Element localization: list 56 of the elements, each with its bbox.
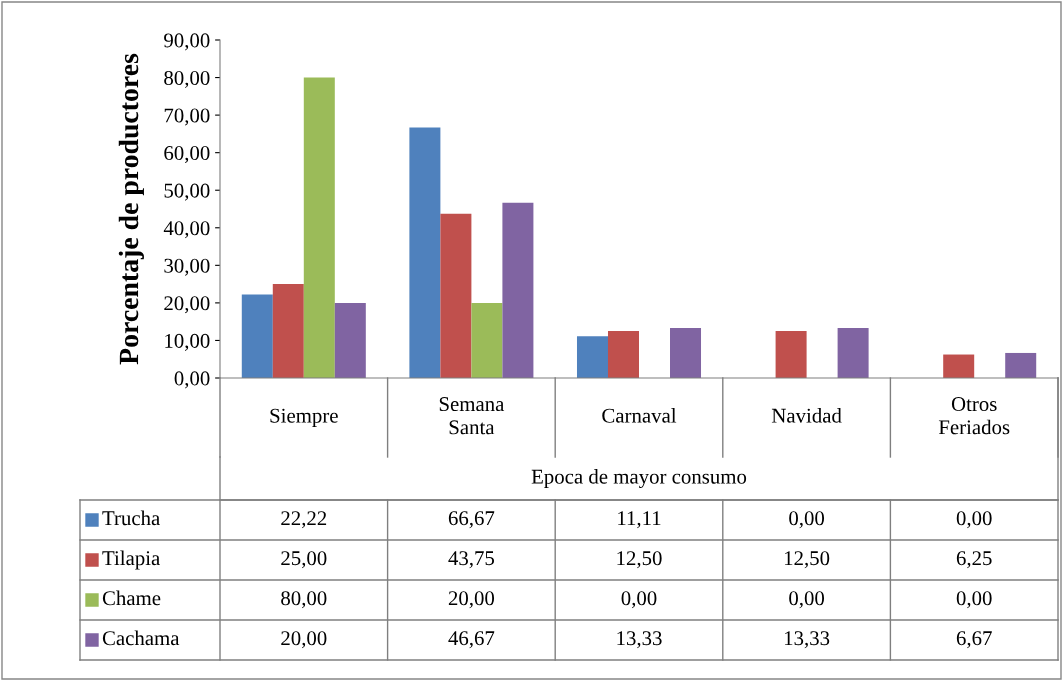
y-tick-label: 30,00 xyxy=(164,258,210,276)
data-label: 12,50 xyxy=(617,551,662,569)
data-label: 0,00 xyxy=(956,511,992,529)
data-label: 0,00 xyxy=(956,591,992,609)
x-tick-label: Carnaval xyxy=(602,408,677,423)
data-label: 6,25 xyxy=(956,551,992,569)
bar xyxy=(440,213,472,378)
data-label: 0,00 xyxy=(789,511,825,529)
legend-label: Chame xyxy=(102,590,161,606)
x-tick-label: Semana Santa xyxy=(439,397,505,435)
x-tick-label: Navidad xyxy=(771,408,842,423)
bar xyxy=(502,202,534,378)
data-label: 80,00 xyxy=(281,591,327,609)
data-label: 6,67 xyxy=(956,631,992,649)
bar xyxy=(775,331,807,378)
bar xyxy=(607,331,639,378)
y-axis-title: Porcentaje de productores xyxy=(118,53,144,365)
bar xyxy=(576,336,608,378)
data-label: 25,00 xyxy=(281,551,327,569)
bar xyxy=(272,284,304,378)
y-tick-label: 90,00 xyxy=(164,33,210,51)
y-tick-label: 50,00 xyxy=(164,183,210,201)
x-tick-label: Otros Feriados xyxy=(938,397,1010,435)
bar xyxy=(943,354,975,378)
x-axis-title: Epoca de mayor consumo xyxy=(531,469,747,488)
y-tick-label: 40,00 xyxy=(163,221,210,239)
data-label: 13,33 xyxy=(617,631,662,649)
data-label: 11,11 xyxy=(618,511,661,529)
bar xyxy=(670,327,702,378)
y-tick-label: 80,00 xyxy=(164,70,210,88)
y-tick-label: 0,00 xyxy=(174,371,210,389)
legend-label: Tilapia xyxy=(102,550,160,570)
bar xyxy=(241,294,273,378)
bar xyxy=(409,127,441,378)
bar xyxy=(303,77,335,378)
data-label: 12,50 xyxy=(785,551,830,569)
data-label: 0,00 xyxy=(789,591,825,609)
data-label: 20,00 xyxy=(448,591,495,609)
data-label: 66,67 xyxy=(448,511,495,529)
y-tick-label: 60,00 xyxy=(164,146,210,164)
bar xyxy=(471,302,503,378)
bar xyxy=(334,302,366,378)
data-label: 46,67 xyxy=(448,631,495,649)
data-label: 22,22 xyxy=(281,511,327,529)
data-label: 13,33 xyxy=(785,631,830,649)
y-tick-label: 20,00 xyxy=(164,296,210,314)
data-label: 0,00 xyxy=(621,591,657,609)
bar xyxy=(837,327,869,378)
y-tick-label: 10,00 xyxy=(165,333,210,351)
legend-label: Cachama xyxy=(102,630,180,646)
data-label: 43,75 xyxy=(448,551,495,569)
x-tick-label: Siempre xyxy=(270,408,338,427)
legend-label: Trucha xyxy=(102,510,160,526)
bar xyxy=(1005,352,1037,378)
data-label: 20,00 xyxy=(281,631,327,649)
y-tick-label: 70,00 xyxy=(164,108,210,126)
